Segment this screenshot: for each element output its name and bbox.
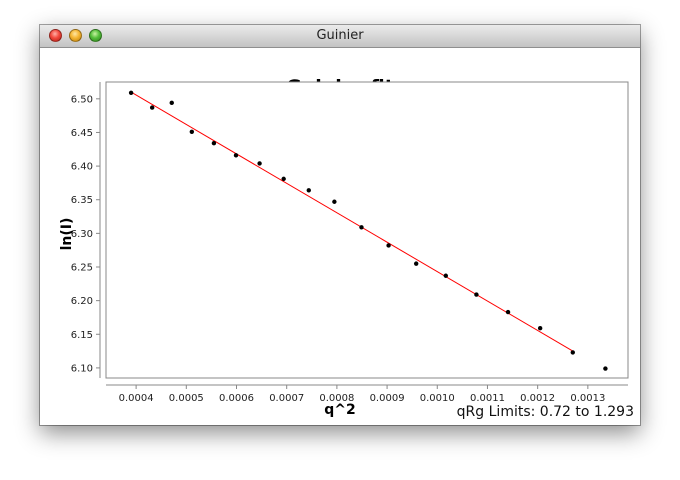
data-point xyxy=(413,261,419,266)
y-tick-label: 6.30 xyxy=(71,229,93,240)
minimize-button[interactable] xyxy=(69,29,82,42)
x-tick-label: 0.0011 xyxy=(470,393,505,404)
data-point xyxy=(233,153,239,158)
y-tick-label: 6.20 xyxy=(71,296,93,307)
x-axis-label: q^2 xyxy=(324,402,356,418)
y-tick-label: 6.15 xyxy=(71,330,93,341)
data-point xyxy=(332,199,337,204)
y-tick-label: 6.50 xyxy=(71,94,93,105)
title-bar[interactable]: Guinier xyxy=(40,25,640,48)
data-point xyxy=(386,243,391,248)
data-point xyxy=(189,129,195,134)
data-point xyxy=(443,273,449,278)
y-tick-label: 6.10 xyxy=(71,363,93,374)
y-tick-label: 6.35 xyxy=(71,195,93,206)
guinier-window: Guinier Guinier fit 0.00040.00050.00060.… xyxy=(40,25,640,425)
close-button[interactable] xyxy=(49,29,62,42)
data-point xyxy=(570,350,575,355)
data-point xyxy=(537,326,543,331)
window-title: Guinier xyxy=(316,28,364,43)
data-point xyxy=(505,309,511,315)
x-tick-label: 0.0007 xyxy=(269,393,304,404)
data-point xyxy=(359,225,364,230)
data-point xyxy=(169,100,174,106)
data-point xyxy=(128,90,134,95)
data-point xyxy=(474,292,479,297)
data-point xyxy=(603,366,608,371)
x-tick-label: 0.0004 xyxy=(119,393,154,404)
zoom-button[interactable] xyxy=(89,29,102,42)
y-axis-label: ln(I) xyxy=(59,218,75,251)
data-point xyxy=(257,161,262,166)
qrg-limits-label: qRg Limits: 0.72 to 1.293 xyxy=(456,404,634,420)
x-tick-label: 0.0005 xyxy=(169,393,204,404)
x-tick-label: 0.0012 xyxy=(520,393,555,404)
x-tick-label: 0.0010 xyxy=(420,393,455,404)
y-tick-label: 6.45 xyxy=(71,128,93,139)
x-tick-label: 0.0013 xyxy=(570,393,605,404)
y-tick-label: 6.25 xyxy=(71,263,93,274)
y-tick-label: 6.40 xyxy=(71,162,93,173)
data-point xyxy=(306,188,311,193)
x-tick-label: 0.0006 xyxy=(219,393,254,404)
data-point xyxy=(211,141,217,146)
fit-line xyxy=(130,91,574,352)
data-point xyxy=(149,105,155,110)
data-point xyxy=(281,176,286,182)
chart-panel: Guinier fit 0.00040.00050.00060.00070.00… xyxy=(40,48,640,425)
guinier-chart: Guinier fit 0.00040.00050.00060.00070.00… xyxy=(59,76,629,418)
x-tick-label: 0.0008 xyxy=(319,393,354,404)
x-tick-label: 0.0009 xyxy=(370,393,405,404)
